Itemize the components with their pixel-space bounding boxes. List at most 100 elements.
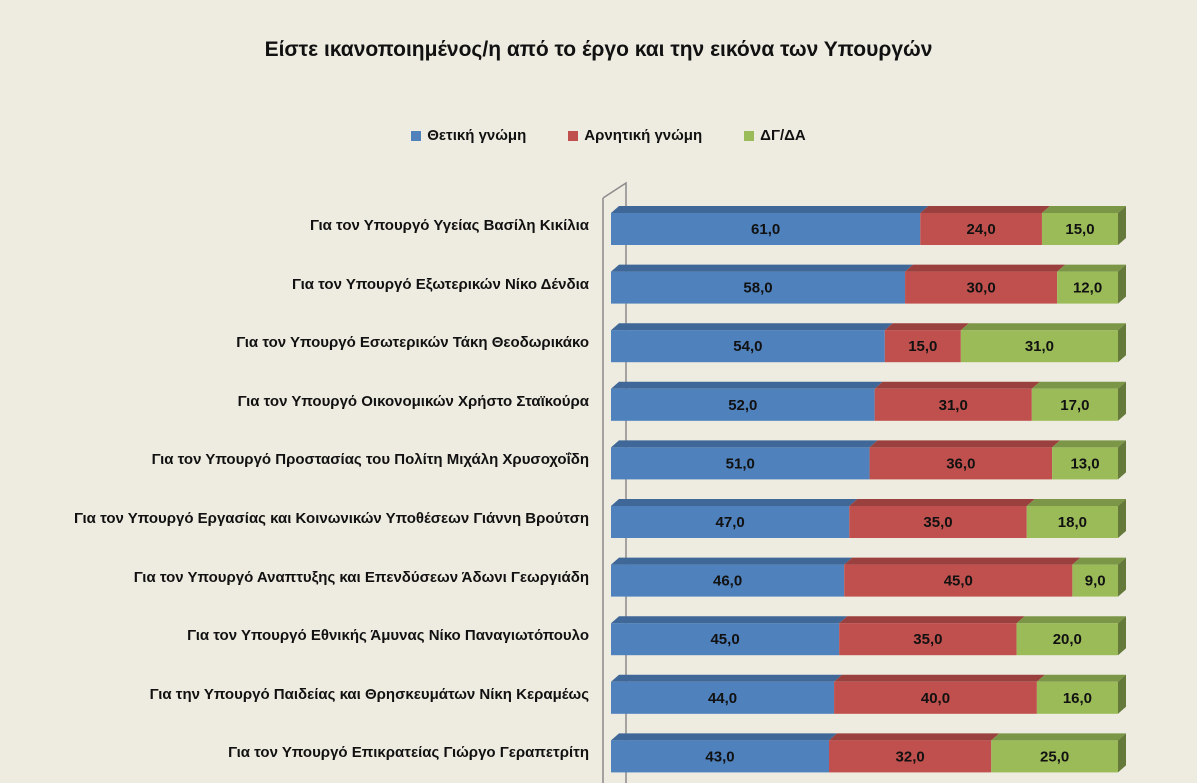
data-label: 40,0: [921, 690, 950, 707]
legend-label: ΔΓ/ΔΑ: [760, 127, 806, 144]
data-label: 45,0: [710, 631, 739, 648]
bar-segment: [611, 506, 850, 538]
bar-segment: [611, 447, 870, 480]
data-label: 51,0: [726, 455, 755, 472]
bar-top-face: [1036, 674, 1126, 682]
data-label: 58,0: [743, 280, 772, 297]
data-label: 35,0: [923, 514, 952, 531]
bar-segment: [1072, 564, 1118, 597]
legend-item: ΔΓ/ΔΑ: [744, 127, 806, 144]
bar-top-face: [611, 733, 838, 741]
legend: Θετική γνώμη Αρνητική γνώμη ΔΓ/ΔΑ: [0, 127, 1197, 144]
bar-top-face: [611, 674, 843, 682]
data-label: 30,0: [967, 280, 996, 297]
data-label: 9,0: [1085, 573, 1106, 590]
data-label: 54,0: [733, 338, 762, 355]
bar-segment: [611, 564, 845, 597]
bar-top-face: [1072, 557, 1126, 565]
data-label: 15,0: [1065, 221, 1094, 238]
bar-top-face: [849, 499, 1035, 506]
category-label: Για τον Υπουργό Οικονομικών Χρήστο Σταϊκ…: [29, 378, 589, 426]
category-label-text: Για την Υπουργό Παιδείας και Θρησκευμάτω…: [149, 685, 589, 703]
data-label: 52,0: [728, 397, 757, 414]
data-label: 17,0: [1060, 397, 1089, 414]
bar-segment: [905, 271, 1058, 304]
legend-label: Θετική γνώμη: [427, 127, 527, 144]
bar-side-face: [1118, 264, 1126, 304]
category-label: Για την Υπουργό Παιδείας και Θρησκευμάτω…: [29, 671, 589, 719]
category-label-text: Για τον Υπουργό Εργασίας και Κοινωνικών …: [73, 510, 589, 527]
bar-segment: [884, 330, 961, 363]
bar-top-face: [874, 381, 1040, 389]
bar-top-face: [844, 557, 1081, 565]
bar-top-face: [611, 499, 858, 506]
bar-top-face: [1041, 206, 1126, 213]
bar-top-face: [991, 733, 1126, 741]
bar-segment: [611, 213, 921, 245]
bar-segment: [1041, 213, 1118, 245]
category-label: Για τον Υπουργό Προστασίας του Πολίτη Μι…: [29, 436, 589, 484]
data-label: 32,0: [896, 748, 925, 765]
data-label: 13,0: [1070, 455, 1099, 472]
category-label: Για τον Υπουργό Επικρατείας Γιώργο Γεραπ…: [29, 729, 589, 777]
chart-title: Είστε ικανοποιημένος/η από το έργο και τ…: [264, 38, 933, 61]
bar-segment: [1031, 388, 1118, 421]
category-label-text: Για τον Υπουργό Προστασίας του Πολίτη Μι…: [151, 451, 589, 469]
bar-top-face: [611, 440, 878, 448]
legend-swatch: [568, 130, 579, 141]
category-label-text: Για τον Υπουργό Υγείας Βασίλη Κικίλια: [309, 217, 589, 234]
data-label: 31,0: [1025, 338, 1054, 355]
data-label: 46,0: [713, 573, 742, 590]
bar-segment: [960, 330, 1118, 363]
data-label: 25,0: [1040, 748, 1069, 765]
category-label-text: Για τον Υπουργό Επικρατείας Γιώργο Γεραπ…: [228, 744, 589, 762]
data-label: 61,0: [751, 221, 780, 238]
bar-top-face: [1026, 499, 1126, 506]
bar-segment: [991, 740, 1118, 773]
data-label: 20,0: [1053, 631, 1082, 648]
bar-segment: [849, 506, 1027, 538]
bar-segment: [611, 388, 875, 421]
bar-segment: [920, 213, 1042, 245]
bar-side-face: [1118, 440, 1126, 480]
data-label: 47,0: [716, 514, 745, 531]
bar-segment: [1026, 506, 1118, 538]
bar-side-face: [1118, 674, 1126, 714]
bar-top-face: [839, 616, 1025, 624]
category-label-text: Για τον Υπουργό Εθνικής Άμυνας Νίκο Πανα…: [187, 627, 589, 645]
bar-side-face: [1118, 323, 1126, 363]
bar-top-face: [1031, 381, 1126, 389]
legend-swatch: [411, 130, 422, 141]
bar-segment: [611, 681, 835, 714]
bar-top-face: [1052, 440, 1126, 448]
bar-side-face: [1118, 616, 1126, 656]
data-label: 45,0: [944, 573, 973, 590]
bar-top-face: [960, 323, 1126, 331]
bar-top-face: [611, 264, 914, 272]
bar-top-face: [1057, 264, 1126, 272]
legend-swatch: [744, 130, 755, 141]
bar-segment: [844, 564, 1073, 597]
bar-top-face: [611, 323, 893, 331]
bar-side-face: [1118, 206, 1126, 245]
bar-segment: [611, 623, 840, 656]
data-label: 36,0: [946, 455, 975, 472]
bar-side-face: [1118, 733, 1126, 773]
bar-top-face: [834, 674, 1045, 682]
bar-segment: [1016, 623, 1118, 656]
data-label: 12,0: [1073, 280, 1102, 297]
bar-top-face: [905, 264, 1066, 272]
legend-label: Αρνητική γνώμη: [584, 127, 703, 144]
bar-segment: [869, 447, 1053, 480]
bar-segment: [611, 330, 885, 363]
data-label: 35,0: [913, 631, 942, 648]
bar-top-face: [1016, 616, 1126, 624]
data-label: 16,0: [1063, 690, 1092, 707]
data-label: 44,0: [708, 690, 737, 707]
category-label: Για τον Υπουργό Υγείας Βασίλη Κικίλια: [29, 202, 589, 250]
bar-top-face: [611, 557, 853, 565]
bar-segment: [834, 681, 1037, 714]
bar-side-face: [1118, 499, 1126, 538]
